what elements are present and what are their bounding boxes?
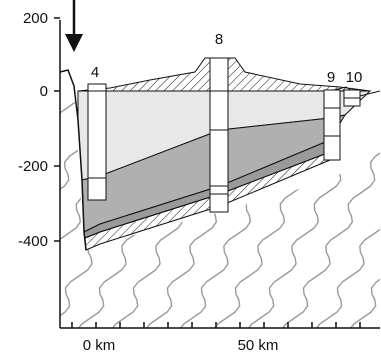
wavy-texture-line bbox=[305, 70, 380, 328]
site-label-9: 9 bbox=[327, 69, 335, 86]
down-arrow-icon bbox=[65, 0, 83, 52]
y-tick-label-minus-400: -400 bbox=[18, 233, 48, 250]
site-label-4: 4 bbox=[91, 64, 99, 81]
wavy-texture-line bbox=[60, 70, 159, 328]
y-tick-marks bbox=[54, 17, 60, 242]
y-tick-label-200: 200 bbox=[23, 10, 48, 27]
site-label-8: 8 bbox=[215, 31, 223, 48]
wavy-texture-line bbox=[0, 0, 22, 356]
wavy-texture-line bbox=[271, 70, 380, 328]
borehole-10 bbox=[343, 89, 361, 107]
wavy-texture-line bbox=[237, 70, 380, 328]
wavy-texture-line bbox=[0, 0, 56, 356]
x-tick-marks bbox=[71, 322, 361, 328]
borehole-9 bbox=[323, 89, 341, 161]
borehole-4 bbox=[87, 83, 107, 201]
borehole-8 bbox=[209, 57, 229, 213]
trench-wall bbox=[60, 69, 87, 251]
x-tick-label-0km: 0 km bbox=[83, 337, 116, 354]
site-label-10: 10 bbox=[346, 69, 363, 86]
y-tick-label-0: 0 bbox=[40, 83, 48, 100]
wavy-texture-line bbox=[339, 70, 380, 328]
x-tick-label-50km: 50 km bbox=[238, 337, 279, 354]
wavy-texture-line bbox=[60, 70, 91, 328]
y-tick-label-minus-200: -200 bbox=[18, 158, 48, 175]
